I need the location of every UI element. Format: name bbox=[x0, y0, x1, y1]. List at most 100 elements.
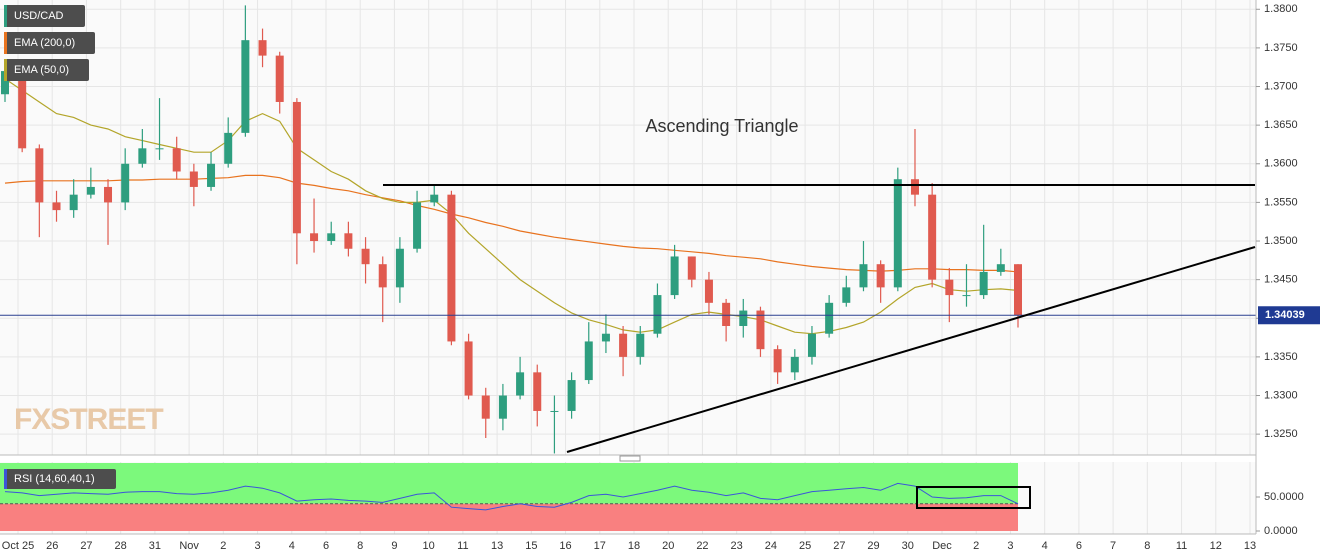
candle-body bbox=[430, 194, 439, 203]
trend-line bbox=[566, 246, 1256, 453]
candle-body bbox=[1014, 264, 1022, 316]
x-tick-label: 7 bbox=[1110, 540, 1116, 552]
pane-handle[interactable] bbox=[619, 455, 641, 462]
x-tick-label: 29 bbox=[867, 540, 879, 552]
x-tick-label: 6 bbox=[323, 540, 329, 552]
legend-swatch bbox=[4, 32, 7, 54]
x-tick-label: 28 bbox=[115, 540, 127, 552]
x-tick-label: 4 bbox=[289, 540, 295, 552]
x-tick-label: 27 bbox=[80, 540, 92, 552]
candle-body bbox=[447, 194, 456, 342]
candle-body bbox=[962, 295, 971, 297]
candle-body bbox=[189, 171, 198, 187]
x-tick-label: 11 bbox=[1176, 540, 1187, 552]
candle-body bbox=[790, 356, 799, 373]
price-pane bbox=[0, 0, 1256, 455]
y-tick-label: 1.3650 bbox=[1264, 119, 1298, 131]
candle-body bbox=[498, 395, 507, 419]
candle-body bbox=[722, 302, 731, 326]
legend-label: EMA (200,0) bbox=[14, 37, 75, 49]
x-tick-label: Oct 25 bbox=[2, 540, 34, 552]
x-tick-label: 2 bbox=[220, 540, 226, 552]
x-tick-label: 26 bbox=[46, 540, 58, 552]
candle-body bbox=[842, 287, 851, 303]
y-tick-label: 1.3500 bbox=[1264, 235, 1298, 247]
x-tick-label: 20 bbox=[662, 540, 674, 552]
candle-body bbox=[979, 271, 988, 296]
candle-body bbox=[292, 101, 301, 234]
legend-label: USD/CAD bbox=[14, 10, 64, 22]
x-tick-label: 10 bbox=[423, 540, 435, 552]
x-tick-label: 31 bbox=[149, 540, 161, 552]
candle-body bbox=[807, 333, 816, 357]
legend-swatch bbox=[4, 469, 7, 489]
candle-body bbox=[464, 341, 473, 396]
y-tick-label: 1.3350 bbox=[1264, 351, 1298, 363]
candle-body bbox=[224, 132, 233, 164]
candle-body bbox=[344, 233, 353, 249]
candle-body bbox=[241, 40, 250, 133]
last-price-tag bbox=[1258, 306, 1320, 325]
candle-body bbox=[18, 71, 27, 149]
x-tick-label: 4 bbox=[1042, 540, 1048, 552]
legend-swatch bbox=[4, 5, 7, 27]
candle-body bbox=[86, 186, 95, 195]
x-tick-label: 27 bbox=[833, 540, 845, 552]
candle-body bbox=[138, 148, 147, 164]
candle-body bbox=[172, 148, 181, 172]
candle-body bbox=[859, 264, 868, 288]
x-tick-label: 17 bbox=[594, 540, 606, 552]
plot bbox=[0, 5, 1256, 454]
candle-body bbox=[687, 256, 696, 280]
candle-body bbox=[584, 341, 593, 381]
x-tick-label: 16 bbox=[559, 540, 571, 552]
y-tick-label: 1.3800 bbox=[1264, 3, 1298, 15]
candle-body bbox=[996, 264, 1005, 272]
candle-body bbox=[155, 148, 164, 150]
x-tick-label: Nov bbox=[179, 540, 199, 552]
x-tick-label: 13 bbox=[1244, 540, 1256, 552]
y-tick-label: 1.3700 bbox=[1264, 80, 1298, 92]
x-tick-label: 13 bbox=[491, 540, 503, 552]
candle-body bbox=[704, 279, 713, 303]
x-tick-label: 15 bbox=[525, 540, 537, 552]
legend-label: EMA (50,0) bbox=[14, 64, 69, 76]
candle-body bbox=[516, 372, 525, 396]
legend-box bbox=[4, 469, 116, 489]
x-tick-label: 8 bbox=[357, 540, 363, 552]
legend-box bbox=[4, 5, 85, 27]
x-tick-label: 2 bbox=[973, 540, 979, 552]
candle-body bbox=[361, 248, 370, 265]
candle-body bbox=[567, 380, 576, 411]
last-price-label: 1.34039 bbox=[1265, 309, 1305, 321]
oversold-zone bbox=[0, 503, 1018, 531]
annotation: Ascending Triangle bbox=[645, 116, 798, 136]
rsi-zones bbox=[0, 463, 1018, 531]
legend-label: RSI (14,60,40,1) bbox=[14, 473, 95, 485]
candle-body bbox=[1, 71, 9, 95]
candle-body bbox=[893, 179, 902, 288]
y-tick-label: 1.3550 bbox=[1264, 196, 1298, 208]
candle-body bbox=[653, 295, 662, 334]
candle-body bbox=[550, 410, 559, 412]
overbought-zone bbox=[0, 463, 1018, 504]
candle-body bbox=[601, 333, 610, 342]
x-tick-label: 9 bbox=[391, 540, 397, 552]
y-tick-label: 50.0000 bbox=[1264, 491, 1304, 503]
candle-body bbox=[327, 233, 336, 242]
x-tick-label: 6 bbox=[1076, 540, 1082, 552]
candle-body bbox=[104, 186, 113, 203]
candle-body bbox=[945, 279, 954, 296]
ema-line bbox=[4, 174, 1019, 273]
rsi-line bbox=[4, 482, 1019, 511]
candle-body bbox=[739, 310, 748, 326]
candle-body bbox=[121, 163, 130, 203]
candle-body bbox=[481, 395, 490, 419]
legend-box bbox=[4, 32, 95, 54]
x-tick-label: Dec bbox=[932, 540, 952, 552]
candle-body bbox=[910, 179, 919, 195]
x-tick-label: 24 bbox=[765, 540, 777, 552]
candle-body bbox=[876, 264, 885, 288]
x-tick-label: 30 bbox=[902, 540, 914, 552]
legend: USD/CAD EMA (200,0) EMA (50,0) RSI (14,6… bbox=[4, 5, 116, 489]
